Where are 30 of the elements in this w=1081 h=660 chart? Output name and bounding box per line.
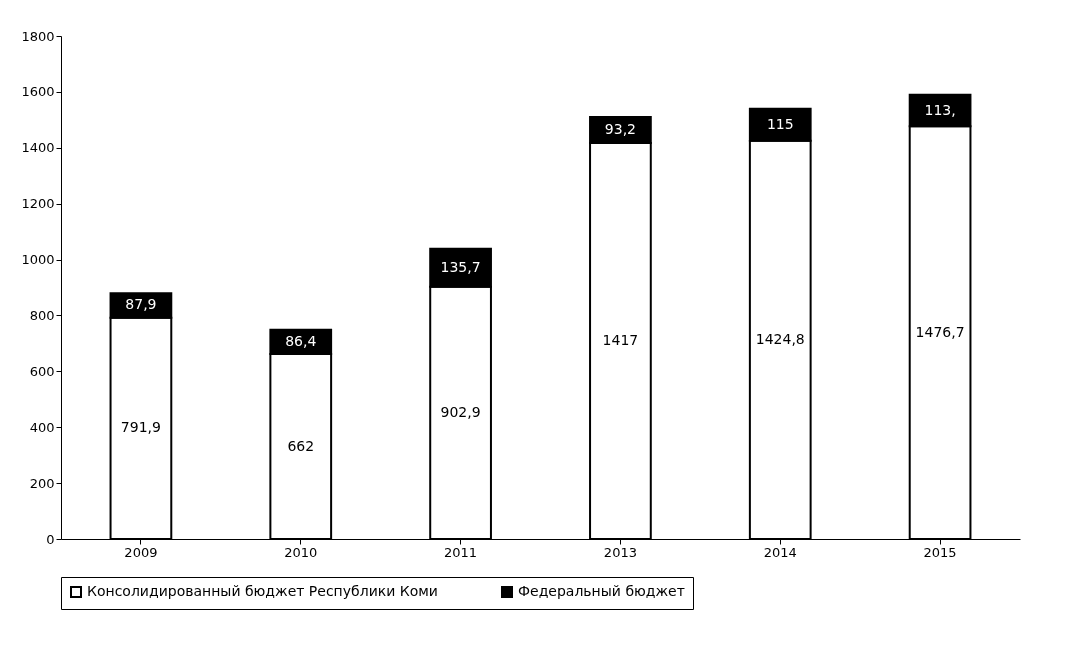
y-tick-label: 800 [29,307,55,323]
x-tick-label: 2014 [763,544,797,560]
y-tick-label: 200 [29,475,55,491]
x-tick-label: 2013 [603,544,637,560]
data-label: 662 [287,437,315,454]
data-label: 86,4 [285,332,317,349]
x-tick-label: 2015 [923,544,957,560]
x-tick-label: 2011 [444,544,478,560]
legend-label: Консолидированный бюджет Республики Коми [87,583,438,599]
y-tick-label: 1200 [21,196,55,212]
legend-label: Федеральный бюджет [518,583,685,599]
y-tick-label: 0 [46,531,55,547]
y-tick-label: 600 [29,363,55,379]
data-label: 113, [924,101,956,118]
data-label: 1424,8 [755,330,805,347]
data-label: 902,9 [440,403,481,420]
data-label: 791,9 [120,419,161,436]
y-tick-label: 400 [29,419,55,435]
y-tick-label: 1000 [21,252,55,268]
data-label: 1417 [602,332,639,349]
data-label: 135,7 [440,258,481,275]
y-tick-label: 1800 [21,28,55,44]
x-tick-label: 2009 [124,544,158,560]
x-tick-label: 2010 [284,544,318,560]
y-tick-label: 1600 [21,84,55,100]
data-label: 1476,7 [915,323,965,340]
data-label: 87,9 [125,296,157,313]
data-label: 93,2 [604,121,636,138]
y-tick-label: 1400 [21,140,55,156]
data-label: 115 [766,115,794,132]
